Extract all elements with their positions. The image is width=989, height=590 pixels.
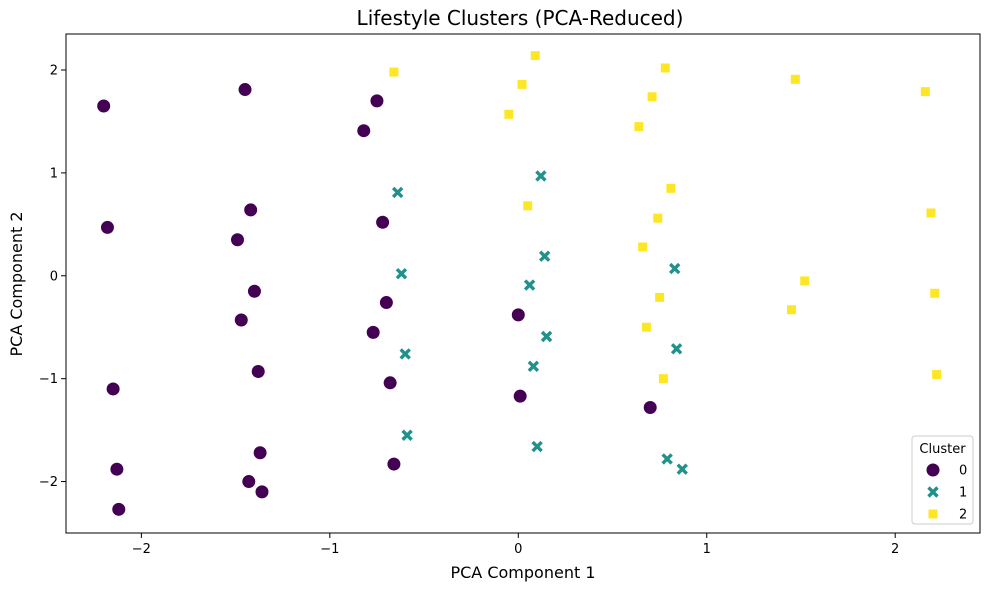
data-point-cluster-0: [100, 220, 114, 234]
data-point-cluster-0: [110, 462, 124, 476]
data-point-cluster-2: [638, 242, 648, 252]
legend-item: 1: [927, 486, 967, 501]
data-point-cluster-1: [661, 453, 673, 465]
data-point-cluster-0: [383, 376, 397, 390]
data-point-cluster-0: [97, 99, 111, 113]
y-tick-label: 1: [50, 166, 58, 181]
chart-title: Lifestyle Clusters (PCA-Reduced): [357, 6, 684, 30]
series-2: [389, 51, 942, 384]
x-axis: −2 −1 0 1 2: [132, 533, 899, 557]
legend: Cluster 0 1 2: [911, 435, 974, 525]
data-point-cluster-1: [538, 250, 551, 262]
legend-marker-cluster-0: [926, 463, 940, 477]
data-point-cluster-0: [234, 313, 248, 327]
data-point-cluster-1: [391, 186, 404, 199]
data-point-cluster-2: [641, 322, 651, 332]
data-point-cluster-2: [920, 87, 930, 97]
legend-marker-cluster-2: [928, 509, 938, 519]
data-point-cluster-2: [800, 276, 810, 286]
data-point-cluster-2: [653, 213, 663, 223]
series-0: [97, 83, 657, 516]
data-point-cluster-0: [247, 284, 261, 298]
data-point-cluster-2: [530, 51, 540, 61]
data-point-cluster-1: [531, 440, 543, 453]
data-point-cluster-2: [523, 201, 533, 211]
data-point-cluster-1: [401, 429, 413, 441]
x-tick-label: −1: [320, 542, 339, 557]
series-1: [391, 170, 688, 475]
y-tick-label: 0: [50, 269, 58, 284]
data-point-cluster-0: [513, 389, 527, 403]
data-point-cluster-2: [504, 109, 514, 119]
data-point-cluster-2: [660, 63, 670, 73]
data-point-cluster-0: [106, 382, 120, 396]
data-point-cluster-2: [666, 183, 676, 193]
data-point-cluster-1: [540, 330, 553, 343]
data-point-cluster-1: [669, 262, 681, 275]
data-point-cluster-2: [634, 122, 644, 132]
legend-title: Cluster: [919, 442, 966, 457]
data-point-cluster-2: [647, 92, 657, 102]
data-point-cluster-1: [535, 170, 547, 182]
data-point-cluster-2: [932, 370, 942, 380]
data-point-cluster-0: [251, 364, 265, 378]
y-tick-label: 2: [50, 64, 58, 79]
x-tick-label: 0: [514, 542, 522, 557]
data-point-cluster-0: [370, 94, 384, 108]
legend-item: 0: [926, 463, 967, 479]
data-point-cluster-1: [670, 343, 683, 355]
x-tick-label: 1: [703, 542, 711, 557]
data-point-cluster-1: [676, 463, 688, 475]
legend-box: [911, 435, 974, 525]
y-axis: −2 −1 0 1 2: [39, 64, 66, 490]
data-point-cluster-2: [389, 67, 399, 77]
data-point-cluster-0: [238, 83, 252, 97]
plot-frame: [65, 33, 981, 534]
data-point-cluster-2: [787, 305, 797, 315]
legend-label: 2: [959, 508, 967, 523]
data-point-cluster-0: [379, 296, 393, 310]
data-point-cluster-0: [230, 233, 244, 247]
data-point-cluster-1: [527, 360, 540, 373]
data-point-cluster-1: [399, 348, 411, 360]
data-point-cluster-1: [523, 279, 536, 291]
data-point-cluster-2: [926, 208, 936, 218]
x-axis-title: PCA Component 1: [450, 563, 595, 582]
data-point-cluster-0: [511, 308, 525, 322]
y-axis-title: PCA Component 2: [7, 211, 26, 356]
legend-marker-cluster-1: [927, 486, 939, 498]
x-tick-label: 2: [891, 542, 899, 557]
data-point-cluster-2: [655, 292, 665, 302]
data-point-cluster-0: [357, 124, 371, 138]
data-point-cluster-1: [395, 268, 408, 280]
y-tick-label: −1: [39, 372, 58, 387]
data-point-cluster-0: [244, 203, 258, 217]
legend-label: 0: [959, 464, 967, 479]
data-point-cluster-0: [366, 325, 380, 339]
data-point-cluster-2: [517, 79, 527, 89]
legend-item: 2: [928, 508, 967, 523]
data-point-cluster-0: [255, 485, 269, 499]
y-tick-label: −2: [39, 475, 58, 490]
data-point-cluster-2: [658, 374, 668, 384]
data-point-cluster-0: [253, 446, 267, 460]
data-point-cluster-2: [930, 288, 940, 298]
data-point-cluster-0: [112, 502, 126, 516]
data-point-cluster-0: [376, 215, 390, 229]
data-point-cluster-2: [790, 74, 800, 84]
data-point-cluster-0: [643, 400, 657, 414]
x-tick-label: −2: [132, 542, 151, 557]
plot-area: [97, 51, 942, 516]
data-point-cluster-0: [387, 457, 401, 471]
legend-label: 1: [959, 486, 967, 501]
data-point-cluster-0: [242, 475, 256, 489]
